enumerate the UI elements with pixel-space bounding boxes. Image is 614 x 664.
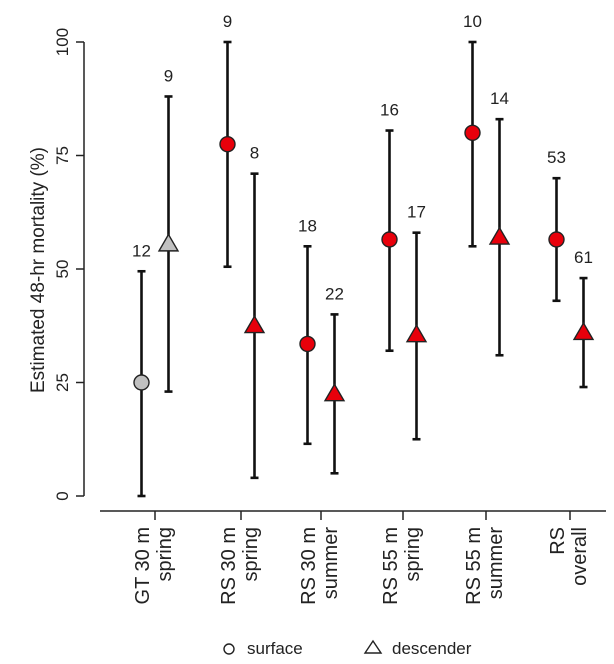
- category-label-line1: GT 30 m: [132, 527, 154, 604]
- descender-point: [572, 321, 595, 341]
- descender-point: [157, 233, 180, 252]
- category-label-line1: RS 55 m: [380, 527, 402, 605]
- category-label-line2: spring: [154, 527, 176, 581]
- legend-triangle-icon: [363, 639, 383, 654]
- y-axis: 0 25 50 75 100: [53, 28, 85, 501]
- sample-size-label: 12: [132, 241, 151, 260]
- legend-label-descender: descender: [392, 639, 472, 658]
- sample-size-label: 9: [164, 66, 173, 85]
- category-label-line2: summer: [485, 527, 507, 600]
- y-tick-label: 75: [53, 146, 72, 165]
- data-marks: 12 9 9 8 18 22 16 17 10 14 53 61: [132, 12, 595, 498]
- sample-size-label: 18: [298, 216, 317, 235]
- category-label-line2: summer: [320, 527, 342, 600]
- surface-point: [299, 335, 316, 353]
- y-tick-label: 25: [53, 373, 72, 392]
- category-label-line1: RS 30 m: [298, 527, 320, 605]
- legend: surface descender: [223, 639, 472, 658]
- sample-size-label: 53: [547, 148, 566, 167]
- x-axis: [100, 510, 606, 520]
- sample-size-label: 61: [574, 248, 593, 267]
- y-axis-title: Estimated 48-hr mortality (%): [28, 147, 49, 393]
- category-label-line1: RS 30 m: [218, 527, 240, 605]
- category-label-line2: spring: [240, 527, 262, 581]
- category-labels: GT 30 m spring RS 30 m spring RS 30 m summer R…: [132, 527, 591, 605]
- descender-point: [405, 323, 428, 343]
- y-tick-label: 0: [53, 491, 72, 500]
- category-label-line1: RS: [547, 527, 569, 555]
- sample-size-label: 17: [407, 203, 426, 222]
- surface-point: [548, 231, 565, 248]
- category-label-line2: spring: [402, 527, 424, 581]
- surface-point: [219, 135, 236, 153]
- sample-size-label: 10: [463, 12, 482, 31]
- descender-point: [323, 382, 346, 402]
- sample-size-label: 9: [223, 12, 232, 31]
- surface-point: [464, 124, 481, 142]
- category-label-line2: overall: [569, 527, 591, 586]
- sample-size-label: 22: [325, 284, 344, 303]
- descender-point: [243, 314, 266, 334]
- category-label-line1: RS 55 m: [463, 527, 485, 605]
- y-tick-label: 50: [53, 260, 72, 279]
- legend-label-surface: surface: [247, 639, 303, 658]
- sample-size-label: 16: [380, 101, 399, 120]
- sample-size-label: 14: [490, 89, 509, 108]
- sample-size-label: 8: [250, 144, 259, 163]
- surface-point: [133, 374, 150, 391]
- y-tick-label: 100: [53, 28, 72, 56]
- legend-circle-icon: [223, 643, 235, 655]
- surface-point: [381, 231, 398, 248]
- descender-point: [488, 226, 511, 245]
